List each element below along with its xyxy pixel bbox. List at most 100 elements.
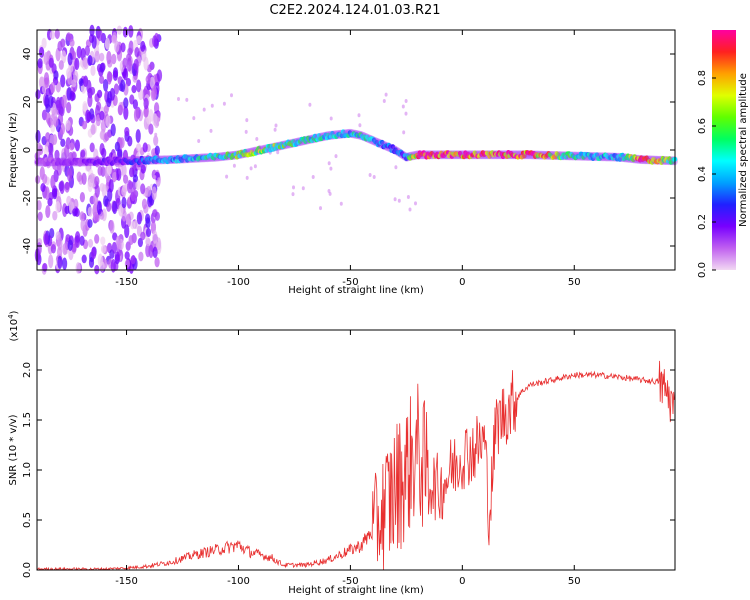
noise-blob [156, 69, 163, 82]
noise-blob [39, 76, 45, 85]
noise-blob [368, 173, 372, 177]
noise-blob [130, 188, 136, 202]
noise-blob [114, 40, 120, 53]
snr-y-scale-exponent: 4 [7, 314, 15, 319]
noise-blob [123, 97, 129, 109]
noise-blob [61, 94, 67, 109]
spectrogram-y-ticks: -40 -20 0 20 40 [22, 48, 675, 254]
noise-blob [408, 207, 412, 212]
noise-blob [109, 219, 115, 234]
noise-blob [148, 109, 154, 122]
noise-blob [276, 150, 280, 155]
noise-blob [94, 50, 100, 63]
noise-blob [146, 185, 152, 197]
ridge-mark [312, 133, 318, 139]
spectrogram-x-tick-label: -100 [227, 277, 250, 288]
noise-blob [108, 179, 114, 193]
noise-blob [40, 183, 46, 193]
noise-blob [35, 89, 41, 100]
noise-blob [253, 164, 257, 169]
noise-blob [105, 115, 111, 128]
noise-blob [132, 174, 138, 183]
noise-blob [122, 67, 129, 81]
noise-blob [75, 231, 81, 243]
noise-blob [151, 186, 157, 201]
noise-blob [99, 52, 105, 62]
noise-blob [157, 177, 161, 182]
noise-blob [311, 175, 315, 179]
noise-blob [43, 233, 49, 246]
noise-blob [121, 187, 127, 196]
snr-y-tick-label: 1.5 [22, 412, 33, 428]
noise-blob [152, 209, 158, 218]
noise-blob [140, 164, 146, 174]
noise-blob [87, 218, 93, 229]
noise-blob [143, 97, 149, 110]
noise-blob [45, 205, 51, 219]
noise-blob [99, 110, 105, 121]
noise-blob [156, 122, 160, 127]
noise-blob [124, 224, 130, 239]
colorbar-label: Normalized spectral amplitude [738, 73, 749, 227]
noise-blob [114, 251, 120, 262]
noise-blob [210, 103, 214, 108]
noise-blob [64, 205, 70, 215]
noise-blob [245, 175, 249, 180]
noise-blob [44, 186, 50, 201]
noise-blob [59, 123, 65, 135]
noise-blob [404, 99, 408, 103]
noise-blob [123, 106, 129, 120]
noise-blob [149, 76, 155, 89]
noise-blob [140, 183, 146, 195]
noise-blob [202, 107, 206, 112]
noise-blob [273, 127, 277, 132]
noise-blob [100, 119, 106, 133]
snr-line [37, 360, 675, 570]
spectrogram-y-tick-label: 0 [22, 147, 33, 153]
noise-blob [79, 192, 85, 203]
noise-blob [80, 218, 86, 232]
noise-blob [154, 145, 160, 156]
noise-blob [122, 26, 128, 38]
noise-blob [81, 120, 88, 130]
noise-blob [148, 244, 154, 258]
spectrogram-panel: -150 -100 -50 0 50 -40 -20 0 20 40 Height of str… [8, 24, 678, 296]
noise-blob [133, 107, 140, 122]
noise-blob [100, 244, 107, 254]
snr-y-tick-label: 1.0 [22, 462, 33, 478]
noise-blob [152, 35, 158, 48]
noise-blob [329, 116, 333, 121]
noise-blob [401, 104, 405, 109]
noise-blob [414, 201, 417, 206]
noise-blob [197, 139, 201, 143]
noise-blob [126, 57, 132, 72]
snr-x-tick-label: 50 [568, 576, 581, 587]
noise-blob [136, 79, 142, 93]
noise-blob [116, 240, 122, 249]
snr-x-tick-label: 0 [459, 576, 465, 587]
noise-blob [334, 154, 338, 159]
noise-blob [132, 99, 138, 110]
spectrogram-y-tick-label: -20 [22, 190, 33, 206]
noise-blob [101, 147, 107, 158]
noise-blob [222, 101, 226, 106]
noise-blob [97, 165, 103, 176]
noise-blob [154, 132, 158, 137]
noise-blob [87, 206, 93, 217]
noise-blob [92, 203, 98, 218]
noise-blob [36, 142, 42, 156]
snr-y-ticks: 0.0 0.5 1.0 1.5 2.0 [22, 362, 675, 578]
noise-blob [66, 67, 72, 79]
noise-blob [41, 37, 47, 49]
noise-blob [114, 141, 120, 152]
noise-blob [127, 47, 133, 56]
noise-blob [133, 58, 139, 71]
noise-blob [393, 197, 397, 202]
noise-blob [111, 241, 117, 254]
noise-blob [49, 30, 55, 40]
noise-blob [106, 50, 112, 65]
noise-blob [404, 111, 408, 116]
noise-blob [384, 92, 388, 97]
noise-blob [62, 257, 68, 270]
noise-blob [358, 123, 362, 128]
